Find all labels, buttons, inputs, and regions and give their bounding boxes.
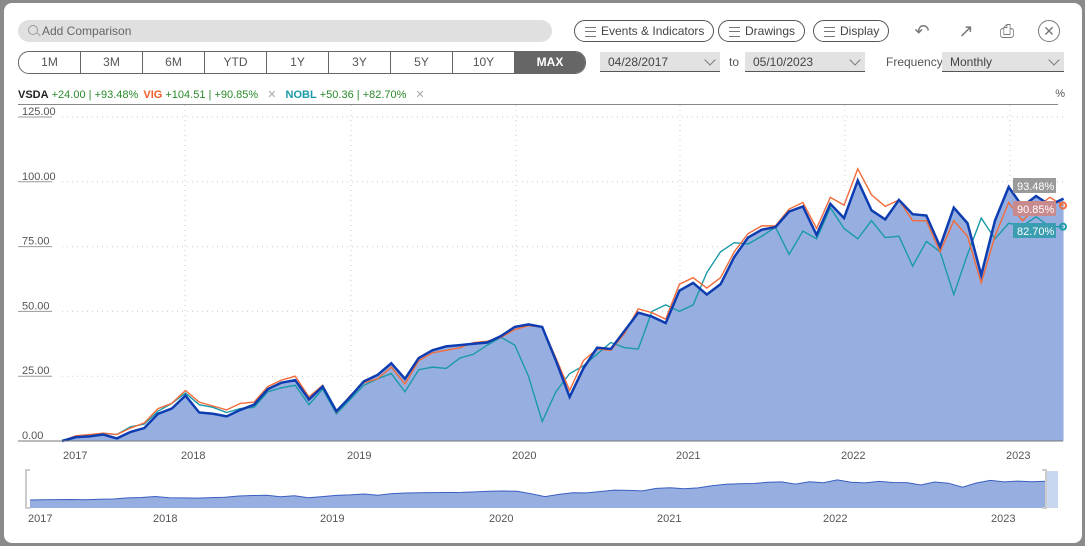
list-icon: [585, 27, 596, 37]
end-value-badge: [1013, 201, 1056, 216]
range-3y[interactable]: 3Y: [329, 52, 391, 73]
y-tick-label: 125.00: [22, 106, 56, 118]
y-tick-label: 75.00: [22, 236, 50, 248]
range-6m[interactable]: 6M: [143, 52, 205, 73]
display-label: Display: [840, 24, 880, 38]
to-label: to: [729, 55, 740, 69]
x-tick-label: 2020: [512, 450, 536, 462]
remove-nobl-icon[interactable]: ✕: [415, 89, 425, 101]
x-tick-label: 2022: [841, 450, 865, 462]
navigator-tick-label: 2019: [320, 513, 344, 525]
list-icon: [729, 27, 740, 37]
y-tick-label: 25.00: [22, 365, 50, 377]
list-icon: [824, 27, 835, 37]
close-icon[interactable]: ✕: [1038, 20, 1060, 42]
navigator-area: [30, 479, 1046, 508]
drawings-label: Drawings: [745, 24, 796, 38]
y-tick-label: 0.00: [22, 430, 43, 442]
series-line-nobl[interactable]: [61, 206, 1064, 442]
popout-icon[interactable]: ↗: [958, 21, 974, 41]
frequency-label: Frequency: [886, 55, 943, 69]
end-value-label: 93.48%: [1017, 181, 1055, 193]
x-tick-label: 2021: [676, 450, 700, 462]
to-date-select[interactable]: 05/10/2023: [745, 52, 865, 72]
legend-pct: +90.85%: [214, 89, 259, 101]
legend-change: +24.00: [51, 89, 86, 101]
x-tick-label: 2019: [347, 450, 371, 462]
navigator-tick-label: 2022: [823, 513, 847, 525]
legend-change: +50.36: [319, 89, 354, 101]
y-tick-label: 100.00: [22, 171, 56, 183]
range-ytd[interactable]: YTD: [205, 52, 267, 73]
range-10y[interactable]: 10Y: [453, 52, 515, 73]
navigator-left-handle[interactable]: [25, 469, 30, 509]
range-3m[interactable]: 3M: [81, 52, 143, 73]
end-value-label: 82.70%: [1017, 226, 1055, 238]
range-1m[interactable]: 1M: [19, 52, 81, 73]
y-tick-label: 50.00: [22, 300, 50, 312]
legend-pct: +93.48%: [94, 89, 139, 101]
legend-change: +104.51: [165, 89, 206, 101]
from-date-select[interactable]: 04/28/2017: [600, 52, 720, 72]
range-selector: 1M 3M 6M YTD 1Y 3Y 5Y 10Y MAX: [18, 51, 586, 74]
legend-symbol-nobl: NOBL: [285, 89, 317, 101]
range-5y[interactable]: 5Y: [391, 52, 453, 73]
print-icon[interactable]: ⎙: [999, 21, 1015, 41]
end-value-badge: [1013, 223, 1056, 238]
navigator-tick-label: 2017: [28, 513, 52, 525]
legend: VSDA +24.00 | +93.48% VIG +104.51 | +90.…: [18, 89, 425, 101]
end-value-badge: [1013, 178, 1056, 193]
add-comparison-input[interactable]: Add Comparison: [18, 20, 552, 42]
legend-pct: +82.70%: [362, 89, 407, 101]
series-line-vsda[interactable]: [61, 177, 1065, 443]
navigator-tick-label: 2021: [657, 513, 681, 525]
range-1y[interactable]: 1Y: [267, 52, 329, 73]
events-label: Events & Indicators: [601, 24, 705, 38]
display-button[interactable]: Display: [813, 20, 890, 42]
legend-symbol-vig: VIG: [143, 89, 163, 101]
navigator-right-handle[interactable]: [1046, 471, 1058, 508]
frequency-select[interactable]: Monthly: [942, 52, 1064, 72]
unit-label: %: [1055, 88, 1065, 100]
undo-icon[interactable]: ↶: [914, 21, 930, 41]
navigator-tick-label: 2018: [153, 513, 177, 525]
vsda-area: [62, 180, 1064, 441]
from-date-value: 04/28/2017: [608, 55, 669, 69]
drawings-button[interactable]: Drawings: [718, 20, 806, 42]
navigator-tick-label: 2020: [489, 513, 513, 525]
events-indicators-button[interactable]: Events & Indicators: [574, 20, 715, 42]
chart-top-border: [18, 104, 1058, 105]
frequency-value: Monthly: [950, 55, 993, 69]
x-tick-label: 2018: [181, 450, 205, 462]
end-value-label: 90.85%: [1017, 204, 1055, 216]
navigator-tick-label: 2023: [991, 513, 1015, 525]
to-date-value: 05/10/2023: [753, 55, 814, 69]
range-max[interactable]: MAX: [515, 52, 585, 73]
legend-symbol-vsda: VSDA: [18, 89, 49, 101]
search-placeholder: Add Comparison: [42, 24, 132, 38]
x-tick-label: 2023: [1006, 450, 1030, 462]
remove-vig-icon[interactable]: ✕: [267, 89, 277, 101]
search-icon: [28, 25, 38, 35]
x-tick-label: 2017: [63, 450, 87, 462]
